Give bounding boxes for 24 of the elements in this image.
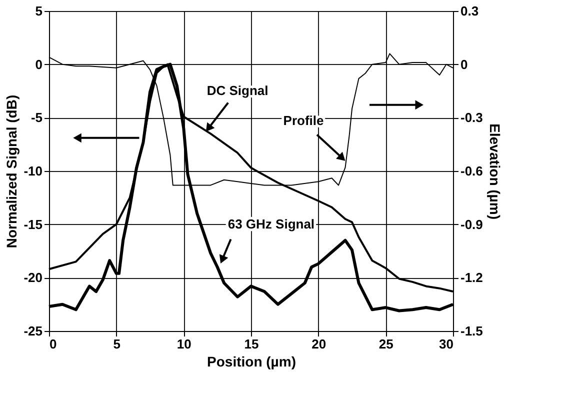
x-tick-label: 10 [176, 336, 192, 352]
y2-tick-label: 0.3 [460, 4, 479, 18]
y-tick-label: -15 [24, 216, 42, 232]
y2-tick-label: -0.3 [460, 110, 483, 126]
x-tick-label: 20 [312, 336, 326, 352]
x-tick-label: 0 [50, 336, 57, 352]
y-tick-label: -20 [24, 270, 42, 286]
x-tick-label: 5 [113, 336, 120, 352]
y-tick-label: -25 [24, 324, 42, 338]
x-tick-label: 25 [378, 336, 394, 352]
y-tick-label: -10 [24, 164, 42, 178]
y2-tick-label: -0.9 [460, 216, 483, 232]
x-tick-label: 15 [244, 336, 259, 352]
y-axis-title: Normalized Signal (dB) [4, 94, 20, 248]
x-axis-title: Position (µm) [207, 354, 296, 370]
y-tick-label: 5 [35, 4, 42, 18]
y-tick-label: -5 [30, 110, 42, 126]
y-tick-label: 0 [35, 56, 42, 72]
x-tick-label: 30 [439, 336, 454, 352]
y2-tick-label: -0.6 [460, 164, 483, 178]
y2-tick-label: 0 [460, 56, 468, 72]
y2-tick-label: -1.5 [460, 324, 483, 338]
y2-axis-title: Elevation (µm) [486, 124, 503, 220]
y2-tick-label: -1.2 [460, 270, 483, 286]
